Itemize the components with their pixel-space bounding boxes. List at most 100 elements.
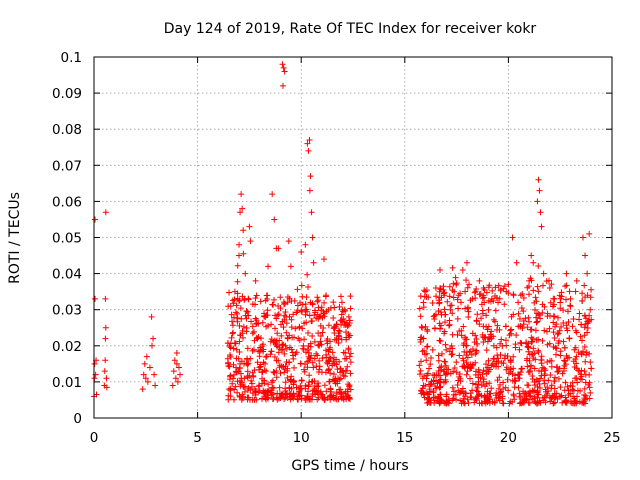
data-point xyxy=(281,350,288,357)
data-point xyxy=(526,291,533,298)
data-point xyxy=(526,367,533,374)
data-point xyxy=(310,364,317,371)
data-point xyxy=(544,390,551,397)
data-point xyxy=(271,296,278,303)
data-point xyxy=(236,298,243,305)
data-point xyxy=(307,299,314,306)
data-point xyxy=(524,284,531,291)
data-point xyxy=(437,383,444,390)
data-point xyxy=(431,325,438,332)
data-point xyxy=(505,370,512,377)
data-point xyxy=(330,354,337,361)
data-point xyxy=(288,324,295,331)
data-point xyxy=(321,310,328,317)
data-point xyxy=(463,342,470,349)
data-point xyxy=(578,351,585,358)
data-point xyxy=(441,306,448,313)
data-point xyxy=(295,396,302,403)
data-point xyxy=(239,330,246,337)
data-point xyxy=(560,307,567,314)
data-point xyxy=(298,248,305,255)
data-point xyxy=(494,377,501,384)
data-point xyxy=(518,304,525,311)
data-point xyxy=(276,384,283,391)
data-point xyxy=(451,365,458,372)
data-point xyxy=(552,374,559,381)
data-point xyxy=(490,342,497,349)
data-point xyxy=(139,386,146,393)
data-point xyxy=(335,339,342,346)
data-point xyxy=(557,393,564,400)
data-point xyxy=(270,395,277,402)
data-point xyxy=(255,320,262,327)
data-point xyxy=(444,298,451,305)
data-point xyxy=(586,350,593,357)
data-point xyxy=(425,294,432,301)
data-point xyxy=(269,301,276,308)
data-point xyxy=(565,391,572,398)
data-point xyxy=(268,321,275,328)
data-point xyxy=(578,367,585,374)
data-point xyxy=(457,378,464,385)
data-point xyxy=(493,389,500,396)
data-point xyxy=(279,392,286,399)
data-point xyxy=(102,295,109,302)
data-point xyxy=(347,370,354,377)
data-point xyxy=(528,277,535,284)
data-point xyxy=(490,362,497,369)
data-point xyxy=(252,277,259,284)
data-point xyxy=(326,346,333,353)
data-point xyxy=(547,357,554,364)
data-point xyxy=(584,324,591,331)
data-point xyxy=(577,371,584,378)
data-point xyxy=(289,334,296,341)
data-point xyxy=(527,388,534,395)
data-point xyxy=(522,389,529,396)
x-tick-label: 5 xyxy=(193,430,202,446)
data-point xyxy=(441,328,448,335)
data-point xyxy=(230,375,237,382)
data-point xyxy=(493,395,500,402)
data-point xyxy=(584,270,591,277)
data-point xyxy=(525,382,532,389)
data-point xyxy=(308,209,315,216)
data-point xyxy=(551,399,558,406)
data-point xyxy=(310,387,317,394)
data-point xyxy=(226,289,233,296)
data-point xyxy=(581,343,588,350)
x-tick-label: 0 xyxy=(90,430,99,446)
data-point xyxy=(331,377,338,384)
data-point xyxy=(264,307,271,314)
data-point xyxy=(238,191,245,198)
data-point xyxy=(471,289,478,296)
data-point xyxy=(473,285,480,292)
data-point xyxy=(503,364,510,371)
data-point xyxy=(317,338,324,345)
data-point xyxy=(316,342,323,349)
data-point xyxy=(255,348,262,355)
data-point xyxy=(424,399,431,406)
data-point xyxy=(422,288,429,295)
data-point xyxy=(483,368,490,375)
data-point xyxy=(459,266,466,273)
data-point xyxy=(234,389,241,396)
data-point xyxy=(562,398,569,405)
data-point xyxy=(250,346,257,353)
data-point xyxy=(284,374,291,381)
data-point xyxy=(551,390,558,397)
data-point xyxy=(427,355,434,362)
data-point xyxy=(454,315,461,322)
data-point xyxy=(242,312,249,319)
data-point xyxy=(271,369,278,376)
data-point xyxy=(237,209,244,216)
data-point xyxy=(233,302,240,309)
data-point xyxy=(431,400,438,407)
data-point xyxy=(490,316,497,323)
data-point xyxy=(550,301,557,308)
data-point xyxy=(237,305,244,312)
data-point xyxy=(472,359,479,366)
data-point xyxy=(447,370,454,377)
data-point xyxy=(493,294,500,301)
data-point xyxy=(301,336,308,343)
data-point xyxy=(286,359,293,366)
